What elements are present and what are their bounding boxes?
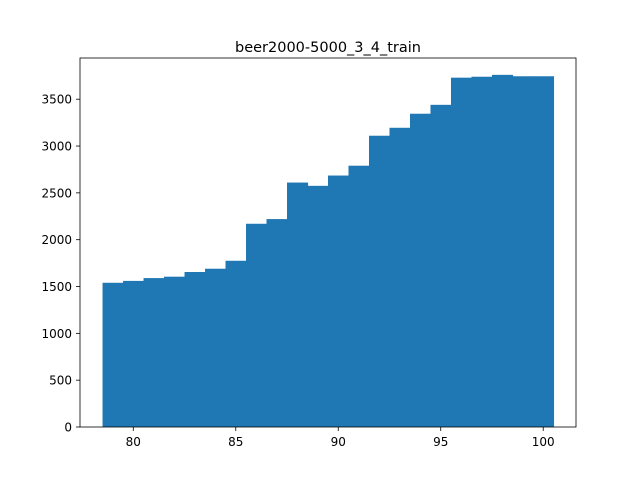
histogram-bar	[450, 77, 473, 427]
histogram-bar	[307, 185, 329, 427]
histogram-bar	[143, 278, 165, 427]
histogram-bar	[471, 76, 493, 428]
plot-frame	[79, 57, 577, 428]
y-tick-label: 3000	[41, 140, 72, 154]
histogram-bar	[164, 276, 186, 427]
histogram-bar	[328, 175, 350, 427]
histogram-bar	[225, 260, 247, 427]
histogram-bar	[102, 282, 124, 427]
histogram-bar	[430, 104, 452, 428]
y-tick-label: 1000	[41, 327, 72, 341]
histogram-bar	[512, 76, 534, 427]
y-tick-label: 0	[64, 421, 72, 435]
y-tick-label: 3500	[41, 93, 72, 107]
x-tick-label: 100	[532, 435, 555, 449]
x-tick-label: 90	[331, 435, 346, 449]
histogram-bar	[491, 74, 514, 428]
y-tick-label: 2000	[41, 233, 72, 247]
histogram-bar	[123, 280, 145, 427]
histogram-bar	[184, 272, 206, 427]
histogram-bar	[348, 165, 370, 427]
histogram-bar	[409, 113, 432, 428]
y-tick-label: 2500	[41, 186, 72, 200]
y-tick-label: 500	[49, 374, 72, 388]
x-tick-label: 95	[433, 435, 448, 449]
x-tick-label: 80	[126, 435, 141, 449]
histogram-bar	[532, 76, 555, 427]
histogram-bar	[389, 127, 411, 428]
y-tick-label: 1500	[41, 280, 72, 294]
bars-group	[102, 74, 555, 428]
x-tick-label: 85	[228, 435, 243, 449]
chart-title: beer2000-5000_3_4_train	[235, 40, 421, 56]
histogram-bar	[266, 219, 288, 427]
histogram-bar	[368, 135, 391, 427]
histogram-bar	[287, 182, 309, 427]
histogram-bar	[205, 268, 227, 427]
histogram-bar	[246, 223, 268, 427]
